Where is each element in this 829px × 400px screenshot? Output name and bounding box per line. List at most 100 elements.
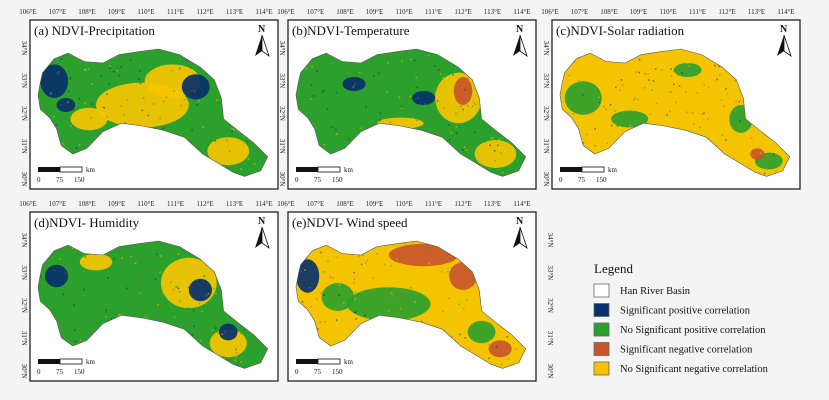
svg-text:33°N: 33°N xyxy=(20,73,28,88)
svg-text:114°E: 114°E xyxy=(777,8,794,16)
svg-text:110°E: 110°E xyxy=(395,200,412,208)
svg-text:109°E: 109°E xyxy=(630,8,648,16)
svg-text:150: 150 xyxy=(74,368,85,376)
legend: Legend Han River Basin Significant positi… xyxy=(593,261,769,376)
legend-label: Significant positive correlation xyxy=(620,306,751,317)
svg-text:113°E: 113°E xyxy=(748,8,765,16)
svg-text:150: 150 xyxy=(74,176,85,184)
scale-bar: km 0 75 150 xyxy=(295,358,354,376)
svg-text:75: 75 xyxy=(56,176,64,184)
svg-text:75: 75 xyxy=(314,176,322,184)
panel-title: (e)NDVI- Wind speed xyxy=(292,215,408,230)
svg-text:112°E: 112°E xyxy=(196,200,213,208)
svg-text:110°E: 110°E xyxy=(137,8,154,16)
north-arrow-icon: N xyxy=(513,216,528,250)
svg-text:109°E: 109°E xyxy=(366,8,384,16)
svg-text:106°E: 106°E xyxy=(19,8,37,16)
legend-label: No Significant negative correlation xyxy=(620,364,769,375)
longitude-ticks: 106°E 107°E 108°E 109°E 110°E 111°E 112°E 113°E… xyxy=(277,200,530,208)
svg-text:150: 150 xyxy=(332,176,343,184)
svg-text:N: N xyxy=(780,24,788,35)
svg-text:107°E: 107°E xyxy=(49,8,67,16)
svg-text:113°E: 113°E xyxy=(226,8,243,16)
legend-swatch xyxy=(593,342,610,356)
svg-text:110°E: 110°E xyxy=(137,200,154,208)
svg-text:112°E: 112°E xyxy=(196,8,213,16)
north-arrow-icon: N xyxy=(255,24,270,58)
latitude-ticks: 34°N 33°N 32°N 31°N 30°N xyxy=(542,41,550,187)
legend-item: Han River Basin xyxy=(593,283,691,298)
svg-text:32°N: 32°N xyxy=(278,106,286,121)
panel-title: (d)NDVI- Humidity xyxy=(34,215,140,230)
legend-swatch xyxy=(593,303,610,317)
svg-text:112°E: 112°E xyxy=(718,8,735,16)
svg-text:114°E: 114°E xyxy=(513,8,530,16)
svg-text:30°N: 30°N xyxy=(546,364,554,379)
basin-outline xyxy=(295,48,527,177)
latitude-ticks: 34°N 33°N 32°N 31°N 30°N xyxy=(20,41,28,187)
map-panel: (a) NDVI-Precipitation Nkm 0 75 150 106°E 107°… xyxy=(19,8,279,190)
svg-text:112°E: 112°E xyxy=(454,200,471,208)
panel-title: (c)NDVI-Solar radiation xyxy=(556,23,685,38)
svg-text:150: 150 xyxy=(596,176,607,184)
svg-text:33°N: 33°N xyxy=(542,73,550,88)
svg-text:0: 0 xyxy=(37,176,41,184)
latitude-ticks: 34°N 33°N 32°N 31°N 30°N xyxy=(20,233,28,379)
svg-text:108°E: 108°E xyxy=(336,8,354,16)
svg-text:31°N: 31°N xyxy=(20,139,28,154)
scale-bar: km 0 75 150 xyxy=(295,166,354,184)
svg-text:34°N: 34°N xyxy=(20,233,28,248)
svg-text:0: 0 xyxy=(295,368,299,376)
svg-text:114°E: 114°E xyxy=(255,200,272,208)
svg-text:km: km xyxy=(344,358,354,366)
svg-text:km: km xyxy=(344,166,354,174)
svg-text:32°N: 32°N xyxy=(542,106,550,121)
svg-text:33°N: 33°N xyxy=(546,265,554,280)
legend-label: Han River Basin xyxy=(620,286,691,297)
basin-outline xyxy=(295,240,527,369)
svg-text:0: 0 xyxy=(37,368,41,376)
svg-text:0: 0 xyxy=(559,176,563,184)
svg-text:33°N: 33°N xyxy=(278,73,286,88)
svg-text:34°N: 34°N xyxy=(542,41,550,56)
latitude-ticks: 34°N 33°N 32°N 31°N 30°N xyxy=(546,233,554,379)
svg-text:111°E: 111°E xyxy=(425,200,442,208)
basin-outline xyxy=(37,48,269,177)
svg-text:34°N: 34°N xyxy=(546,233,554,248)
svg-text:106°E: 106°E xyxy=(541,8,559,16)
legend-item: Significant positive correlation xyxy=(593,303,751,317)
svg-text:113°E: 113°E xyxy=(226,200,243,208)
svg-text:109°E: 109°E xyxy=(366,200,384,208)
svg-text:N: N xyxy=(516,24,524,35)
svg-text:106°E: 106°E xyxy=(277,8,295,16)
north-arrow-icon: N xyxy=(513,24,528,58)
basin-outline xyxy=(559,48,791,177)
legend-swatch xyxy=(593,322,610,337)
svg-text:111°E: 111°E xyxy=(425,8,442,16)
legend-item: Significant negative correlation xyxy=(593,342,753,356)
map-panel: (c)NDVI-Solar radiation Nkm 0 75 150 106°E 107… xyxy=(541,8,801,190)
svg-text:111°E: 111°E xyxy=(167,200,184,208)
svg-text:N: N xyxy=(516,216,524,227)
svg-text:32°N: 32°N xyxy=(546,298,554,313)
svg-text:113°E: 113°E xyxy=(484,8,501,16)
legend-label: No Significant positive correlation xyxy=(620,325,766,336)
legend-item: No Significant negative correlation xyxy=(593,361,769,376)
scale-bar: km 0 75 150 xyxy=(559,166,618,184)
scale-bar: km 0 75 150 xyxy=(37,166,96,184)
svg-text:34°N: 34°N xyxy=(278,41,286,56)
svg-text:108°E: 108°E xyxy=(78,200,96,208)
svg-text:106°E: 106°E xyxy=(19,200,37,208)
legend-title: Legend xyxy=(594,261,633,276)
svg-text:31°N: 31°N xyxy=(20,331,28,346)
longitude-ticks: 106°E 107°E 108°E 109°E 110°E 111°E 112°E 113°E… xyxy=(19,200,272,208)
svg-text:111°E: 111°E xyxy=(689,8,706,16)
svg-text:32°N: 32°N xyxy=(20,298,28,313)
north-arrow-icon: N xyxy=(777,24,792,58)
svg-text:34°N: 34°N xyxy=(20,41,28,56)
svg-text:0: 0 xyxy=(295,176,299,184)
svg-text:107°E: 107°E xyxy=(307,8,325,16)
svg-text:33°N: 33°N xyxy=(20,265,28,280)
svg-text:111°E: 111°E xyxy=(167,8,184,16)
